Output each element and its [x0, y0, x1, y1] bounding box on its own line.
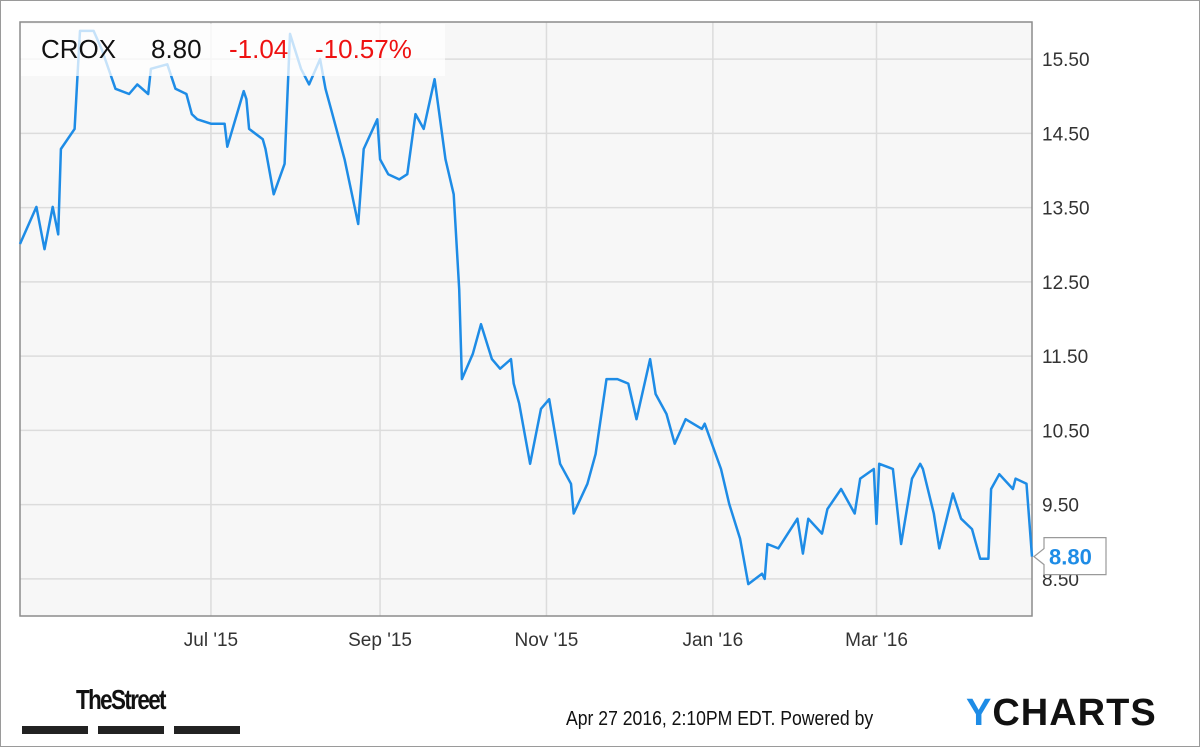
- y-tick-label: 11.50: [1042, 347, 1088, 368]
- x-tick-label: Jul '15: [184, 630, 238, 651]
- last-price: 8.80: [151, 34, 202, 64]
- y-tick-label: 12.50: [1042, 273, 1090, 294]
- x-tick-label: Mar '16: [845, 630, 908, 651]
- price-line: [18, 29, 1034, 586]
- y-tick-label: 14.50: [1042, 124, 1090, 145]
- price-change-percent: -10.57%: [315, 34, 412, 64]
- x-tick-label: Sep '15: [348, 630, 412, 651]
- price-change: -1.04: [229, 34, 289, 64]
- logo-bar: [98, 726, 164, 734]
- thestreet-logo-text: TheStreet: [76, 684, 167, 715]
- timestamp-powered-by: Apr 27 2016, 2:10PM EDT. Powered by: [566, 708, 874, 730]
- ycharts-logo-rest: CHARTS: [992, 692, 1157, 734]
- last-price-label: 8.80: [1049, 545, 1092, 570]
- quote-header: CROX 8.80 -1.04 -10.57%: [21, 24, 445, 76]
- y-tick-label: 9.50: [1042, 496, 1079, 517]
- ycharts-logo-y: Y: [966, 692, 993, 734]
- y-tick-label: 10.50: [1042, 421, 1090, 442]
- plot-area: [20, 22, 1032, 616]
- ycharts-logo: YCHARTS: [966, 692, 1157, 735]
- logo-bar: [22, 726, 88, 734]
- plot-border: [19, 21, 1033, 617]
- x-tick-label: Nov '15: [515, 630, 579, 651]
- ticker-symbol: CROX: [41, 34, 117, 64]
- y-tick-label: 13.50: [1042, 199, 1090, 220]
- logo-bar: [174, 726, 240, 734]
- y-tick-label: 15.50: [1042, 50, 1090, 71]
- x-tick-label: Jan '16: [683, 630, 744, 651]
- last-price-callout: [1033, 537, 1107, 576]
